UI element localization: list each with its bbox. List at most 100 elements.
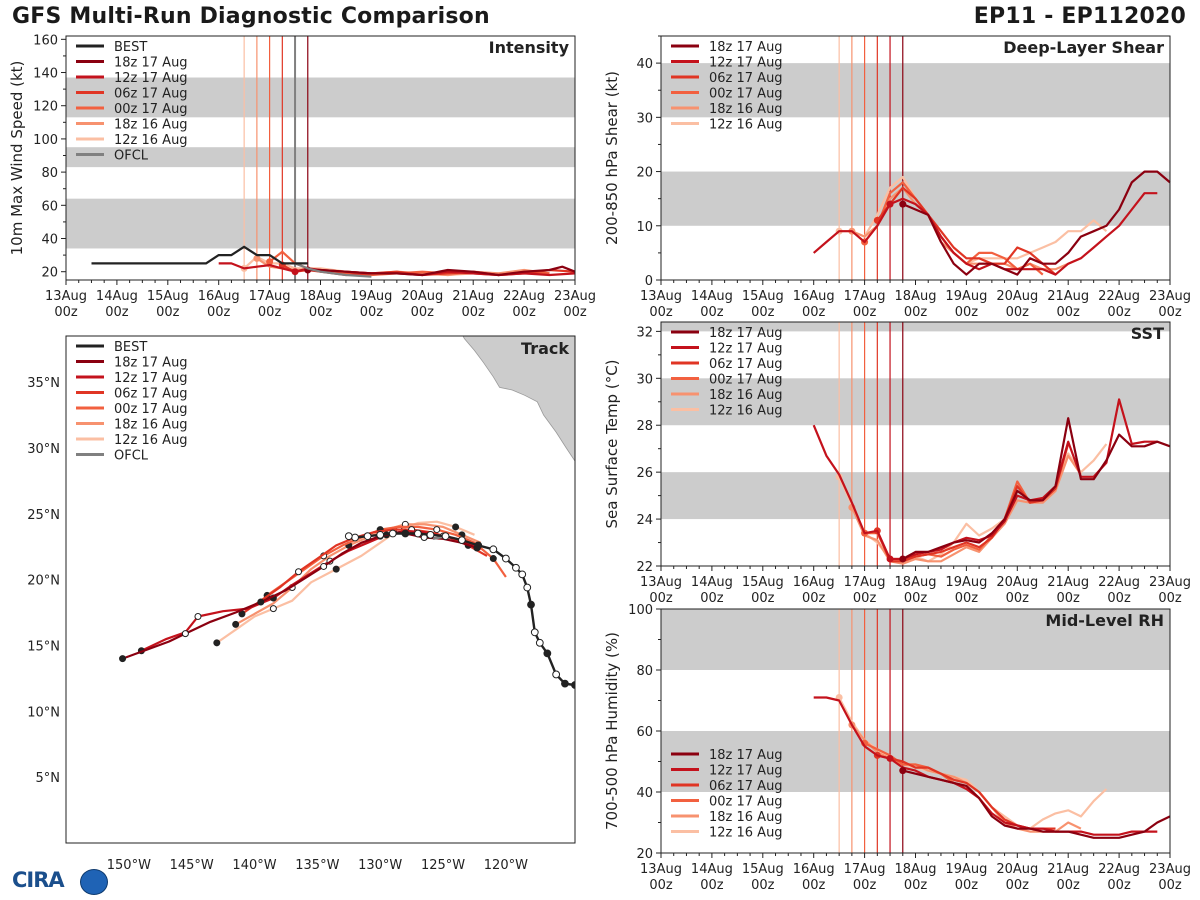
legend-label-sst: 12z 17 Aug (709, 342, 783, 357)
legend-label-rh: 18z 17 Aug (709, 748, 783, 763)
shear-xtick-label: 00z (1006, 305, 1030, 320)
intensity-xtick-label: 18Aug (300, 289, 342, 304)
intensity-ytick-label: 60 (41, 199, 58, 214)
track-best-marker (401, 529, 410, 538)
legend-label-shear: 18z 17 Aug (709, 40, 783, 55)
shear-xtick-label: 16Aug (793, 289, 835, 304)
track-best-marker (457, 536, 466, 545)
shear-init-marker (886, 200, 894, 208)
legend-label-intensity: OFCL (114, 149, 149, 164)
track-best-marker (426, 530, 435, 539)
sst-xtick-label: 21Aug (1047, 575, 1089, 590)
shear-series-line (876, 186, 1057, 276)
intensity-init-marker (291, 268, 299, 276)
legend-label-track: 18z 16 Aug (114, 418, 188, 433)
track-best-marker (376, 530, 385, 539)
intensity-ytick-label: 40 (41, 233, 58, 248)
track-position-marker (119, 655, 127, 663)
shear-xtick-label: 00z (955, 305, 979, 320)
rh-ylabel: 700-500 hPa Humidity (%) (603, 632, 621, 830)
track-best-marker (351, 533, 359, 542)
intensity-xtick-label: 00z (105, 305, 129, 320)
shear-xtick-label: 15Aug (742, 289, 784, 304)
track-xtick-label: 135°W (295, 858, 339, 873)
legend-label-rh: 12z 16 Aug (709, 826, 783, 841)
rh-xtick-label: 00z (955, 878, 979, 893)
legend-label-sst: 00z 17 Aug (709, 373, 783, 388)
rh-xtick-label: 00z (1107, 878, 1131, 893)
legend-label-sst: 06z 17 Aug (709, 357, 783, 372)
sst-band (661, 378, 1170, 426)
intensity-series-line (91, 245, 308, 265)
rh-series-line (838, 696, 1108, 830)
shear-xtick-label: 20Aug (996, 289, 1038, 304)
intensity-init-marker (266, 258, 274, 266)
sst-init-marker (899, 555, 907, 563)
rh-init-marker (899, 767, 907, 775)
rh-xtick-label: 17Aug (844, 862, 886, 877)
legend-label-rh: 12z 17 Aug (709, 764, 783, 779)
sst-ylabel: Sea Surface Temp (°C) (603, 359, 621, 528)
track-best-marker (489, 545, 498, 554)
sst-ytick-label: 26 (636, 466, 653, 481)
sst-xtick-label: 00z (955, 591, 979, 606)
shear-xtick-label: 13Aug (640, 289, 682, 304)
storm-id-label: EP11 - EP112020 (973, 4, 1186, 29)
track-run-line (122, 531, 478, 660)
track-position-marker (489, 555, 497, 563)
legend-label-track: 00z 17 Aug (114, 402, 188, 417)
rh-xtick-label: 00z (1158, 878, 1182, 893)
sst-band (661, 322, 1170, 332)
intensity-xtick-label: 13Aug (45, 289, 87, 304)
intensity-ytick-label: 100 (33, 133, 58, 148)
sst-xtick-label: 00z (904, 591, 928, 606)
sst-xtick-label: 23Aug (1149, 575, 1191, 590)
cira-logo-text: CIRA (12, 868, 65, 892)
shear-xtick-label: 19Aug (945, 289, 987, 304)
shear-xtick-label: 00z (802, 305, 826, 320)
sst-xtick-label: 00z (649, 591, 673, 606)
intensity-xtick-label: 17Aug (249, 289, 291, 304)
intensity-xtick-label: 14Aug (96, 289, 138, 304)
shear-init-marker (899, 200, 907, 208)
shear-ytick-label: 40 (636, 57, 653, 72)
sst-ytick-label: 22 (636, 560, 653, 575)
sst-xtick-label: 00z (1006, 591, 1030, 606)
track-frame (65, 335, 576, 844)
intensity-ytick-label: 80 (41, 166, 58, 181)
shear-ylabel: 200-850 hPa Shear (kt) (603, 71, 621, 245)
rh-band (661, 731, 1170, 792)
track-best-marker (474, 541, 483, 550)
track-run-line (235, 523, 482, 626)
intensity-series-line (307, 265, 576, 277)
legend-label-track: 12z 16 Aug (114, 433, 188, 448)
rh-xtick-label: 20Aug (996, 862, 1038, 877)
sst-xtick-label: 18Aug (895, 575, 937, 590)
track-best-marker (363, 532, 372, 541)
track-best-marker (501, 554, 510, 563)
intensity-series-line (294, 262, 372, 278)
shear-panel: 01020304013Aug00z14Aug00z15Aug00z16Aug00… (603, 35, 1191, 320)
rh-panel: 2040608010013Aug00z14Aug00z15Aug00z16Aug… (603, 603, 1191, 893)
intensity-xtick-label: 00z (54, 305, 78, 320)
shear-ytick-label: 0 (645, 274, 653, 289)
sst-ytick-label: 32 (636, 325, 653, 340)
legend-label-track: 12z 17 Aug (114, 371, 188, 386)
legend-label-intensity: 12z 16 Aug (114, 133, 188, 148)
legend-label-rh: 06z 17 Aug (709, 779, 783, 794)
intensity-xtick-label: 00z (563, 305, 587, 320)
shear-ytick-label: 20 (636, 166, 653, 181)
intensity-band (66, 147, 575, 168)
legend-label-intensity: 18z 17 Aug (114, 56, 188, 71)
track-position-marker (194, 612, 202, 620)
sst-xtick-label: 14Aug (691, 575, 733, 590)
rh-xtick-label: 23Aug (1149, 862, 1191, 877)
intensity-panel: 2040608010012014016013Aug00z14Aug00z15Au… (8, 33, 596, 320)
track-ytick-label: 25°N (27, 508, 60, 523)
rh-ytick-label: 80 (636, 664, 653, 679)
sst-xtick-label: 00z (1057, 591, 1081, 606)
intensity-xtick-label: 22Aug (503, 289, 545, 304)
rh-xtick-label: 22Aug (1098, 862, 1140, 877)
legend-label-shear: 18z 16 Aug (709, 102, 783, 117)
intensity-ytick-label: 160 (33, 33, 58, 48)
